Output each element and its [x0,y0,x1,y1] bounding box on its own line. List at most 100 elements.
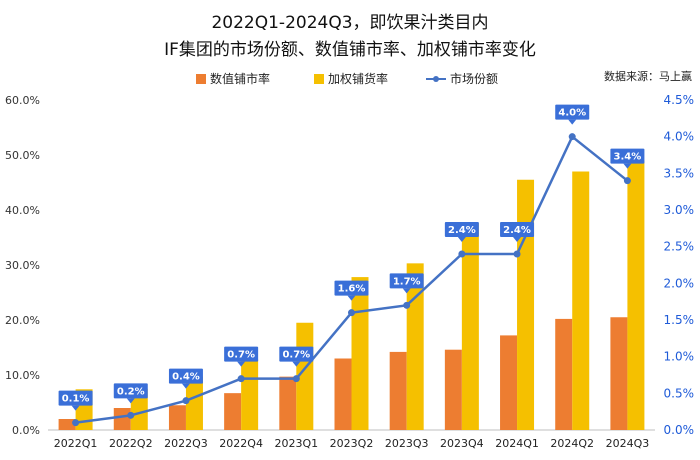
chart-title-line2: IF集团的市场份额、数值铺市率、加权铺市率变化 [164,40,536,60]
market-share-data-label: 0.7% [224,346,259,367]
market-share-data-label: 0.7% [279,346,314,367]
bar-numeric-distribution [168,405,186,430]
data-label-text: 0.1% [62,394,90,405]
data-label-text: 1.7% [393,276,421,287]
x-tick-label: 2023Q2 [330,437,374,450]
market-share-data-label: 3.4% [610,148,645,169]
right-tick-label: 2.5% [664,240,695,254]
data-label-box [555,104,590,120]
left-tick-label: 0.0% [12,424,40,437]
data-label-pointer [457,237,466,242]
legend-swatch-share-dot [433,76,439,82]
left-tick-label: 10.0% [5,369,40,382]
market-share-point [458,250,466,258]
x-tick-label: 2023Q3 [385,437,429,450]
data-label-text: 4.0% [558,108,586,119]
bars-layer [58,160,645,430]
bar-numeric-distribution [224,393,242,430]
legend-label-share: 市场份额 [450,71,498,86]
data-source: 数据来源：马上赢 [604,69,692,83]
x-tick-label: 2024Q3 [606,437,650,450]
data-label-text: 0.7% [227,350,255,361]
right-axis: 0.0% 0.5% 1.0% 1.5% 2.0% 2.5% 3.0% 3.5% 4.0% 4.5% [664,93,695,437]
market-share-data-label: 2.4% [444,222,479,242]
data-label-text: 0.7% [282,350,310,361]
data-label-text: 2.4% [448,225,476,236]
bar-numeric-distribution [279,376,297,430]
x-tick-label: 2024Q2 [550,437,594,450]
market-share-data-label: 1.7% [389,273,424,294]
x-tick-label: 2022Q1 [54,437,98,450]
data-label-text: 1.6% [338,284,366,295]
right-tick-label: 4.0% [664,130,695,144]
data-label-text: 0.2% [117,386,145,397]
bar-weighted-distribution [351,277,369,430]
bar-weighted-distribution [461,223,479,430]
market-share-point [348,309,355,317]
data-label-box [224,346,259,362]
data-label-box [444,222,479,237]
bar-numeric-distribution [113,408,131,430]
data-label-box [334,280,369,296]
bar-weighted-distribution [185,376,203,430]
x-tick-label: 2022Q2 [109,437,153,450]
right-tick-label: 3.0% [664,203,695,217]
x-axis-labels: 2022Q1 2022Q2 2022Q3 2022Q4 2023Q1 2023Q2 2023… [54,437,649,450]
legend-label-numeric: 数值铺市率 [210,71,270,86]
right-tick-label: 0.5% [664,386,695,400]
right-tick-label: 4.5% [664,93,695,107]
bar-weighted-distribution [241,359,259,430]
market-share-point [292,375,300,383]
market-share-point [72,419,80,427]
data-label-box [113,383,148,399]
market-share-point [568,133,576,141]
data-label-pointer [513,237,522,242]
data-label-box [389,273,424,289]
market-share-data-label: 2.4% [500,222,535,242]
data-label-pointer [623,163,632,169]
x-tick-label: 2023Q4 [440,437,484,450]
data-label-box [500,222,535,237]
data-label-pointer [126,398,135,404]
market-share-data-label: 1.6% [334,280,369,301]
market-share-data-label: 0.4% [168,368,203,389]
legend-swatch-numeric [196,74,206,84]
data-label-pointer [292,361,301,367]
bar-numeric-distribution [444,349,462,430]
market-share-data-label: 0.2% [113,383,148,404]
x-tick-label: 2024Q1 [495,437,539,450]
data-label-pointer [347,295,356,301]
data-label-pointer [71,405,80,411]
left-tick-label: 30.0% [5,259,40,272]
left-tick-label: 50.0% [5,149,40,162]
bar-numeric-distribution [555,318,573,430]
bar-numeric-distribution [58,419,76,430]
bar-weighted-distribution [130,388,148,430]
chart-title-line1: 2022Q1-2024Q3，即饮果汁类目内 [211,13,488,33]
data-label-pointer [568,119,577,125]
bar-weighted-distribution [517,179,535,430]
x-tick-label: 2022Q3 [164,437,208,450]
market-share-point [182,397,190,405]
x-tick-label: 2023Q1 [274,437,318,450]
bar-weighted-distribution [406,263,424,430]
left-tick-label: 40.0% [5,204,40,217]
bar-numeric-distribution [389,351,407,430]
market-share-point [237,375,245,383]
data-label-pointer [402,288,411,294]
x-tick-label: 2022Q4 [219,437,263,450]
market-share-point [513,250,521,258]
market-share-data-label: 0.1% [58,390,93,411]
bar-numeric-distribution [334,358,352,430]
right-tick-label: 1.0% [664,350,695,364]
bar-weighted-distribution [627,160,645,430]
market-share-point [403,301,411,309]
left-tick-label: 60.0% [5,94,40,107]
bar-numeric-distribution [500,335,518,430]
data-label-box [168,368,203,384]
bar-weighted-distribution [572,171,590,430]
market-share-data-label: 4.0% [555,104,590,125]
share-line-layer: 0.1% 0.2% 0.4% 0.7% 0.7% 1.6% 1.7% 2.4% 2.4% 4.0%… [58,104,645,427]
market-share-point [623,177,631,185]
right-tick-label: 2.0% [664,276,695,290]
